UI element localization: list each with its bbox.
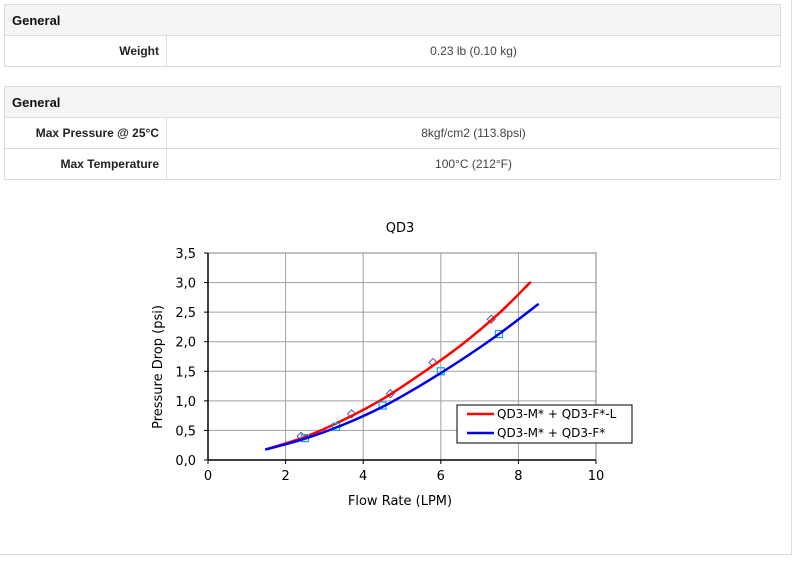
spec-value: 0.23 lb (0.10 kg): [166, 35, 781, 67]
legend-box: [456, 404, 633, 444]
spec-value: 8kgf/cm2 (113.8psi): [166, 117, 781, 149]
spec-label: Weight: [4, 35, 167, 67]
spec-table-weight: General Weight 0.23 lb (0.10 kg): [4, 4, 781, 67]
data-marker-diamond: [346, 409, 357, 419]
x-tick-label: 6: [437, 469, 445, 484]
section-header: General: [4, 4, 781, 36]
spec-label: Max Pressure @ 25°C: [4, 117, 167, 149]
x-axis-label: Flow Rate (LPM): [348, 494, 452, 509]
chart-legend: QD3-M* + QD3-F*-L QD3-M* + QD3-F*: [456, 404, 633, 444]
series-line-blue: [264, 303, 540, 451]
table-row: Max Pressure @ 25°C 8kgf/cm2 (113.8psi): [4, 117, 781, 149]
x-tick-label: 10: [588, 469, 605, 484]
y-tick-label: 0,5: [175, 424, 196, 439]
y-tick-label: 3,5: [175, 247, 196, 262]
data-marker-square: [494, 329, 504, 339]
x-tick-labels: 0 2 4 6 8 10: [204, 469, 604, 484]
legend-label: QD3-M* + QD3-F*-L: [497, 407, 617, 421]
spec-value: 100°C (212°F): [166, 148, 781, 180]
x-tick-label: 8: [514, 469, 522, 484]
x-tick-label: 0: [204, 469, 212, 484]
y-tick-label: 0,0: [175, 454, 196, 469]
chart-svg: QD3 0,0 0,5 1,0 1,5 2,0 2,5 3,0 3,5 0 2 4 6 8 10 Flo…: [151, 221, 633, 509]
pressure-drop-chart: QD3 0,0 0,5 1,0 1,5 2,0 2,5 3,0 3,5 0 2 4 6 8 10 Flo…: [0, 200, 801, 530]
y-tick-label: 2,5: [175, 306, 196, 321]
spec-table-ratings: General Max Pressure @ 25°C 8kgf/cm2 (11…: [4, 86, 781, 180]
y-tick-label: 2,0: [175, 336, 196, 351]
page-frame: [0, 0, 792, 555]
x-tick-label: 4: [359, 469, 367, 484]
legend-label: QD3-M* + QD3-F*: [497, 426, 605, 440]
y-tick-label: 3,0: [175, 277, 196, 292]
chart-title: QD3: [386, 221, 415, 236]
y-axis-label: Pressure Drop (psi): [151, 305, 166, 429]
chart-series: [264, 281, 540, 451]
y-tick-label: 1,5: [175, 365, 196, 380]
y-tick-labels: 0,0 0,5 1,0 1,5 2,0 2,5 3,0 3,5: [175, 247, 196, 469]
table-row: Max Temperature 100°C (212°F): [4, 148, 781, 180]
x-tick-label: 2: [281, 469, 289, 484]
spec-label: Max Temperature: [4, 148, 167, 180]
y-tick-label: 1,0: [175, 395, 196, 410]
table-row: Weight 0.23 lb (0.10 kg): [4, 35, 781, 67]
section-header: General: [4, 86, 781, 118]
